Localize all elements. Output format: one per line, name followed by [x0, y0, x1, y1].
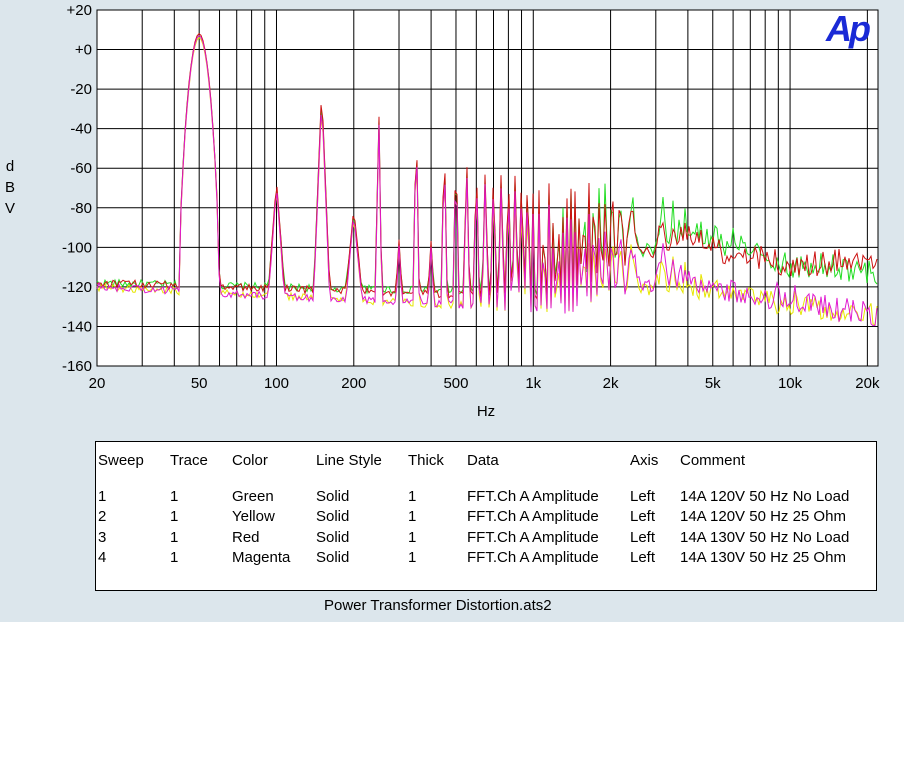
legend-cell: Solid: [316, 508, 350, 526]
x-axis-label: Hz: [477, 403, 495, 420]
legend-cell: Solid: [316, 528, 350, 546]
graph-panel: +20 +0 -20 -40 -60 -80 -100 -120 -140 -160 20 50 100…: [0, 0, 904, 622]
legend-cell: Left: [630, 549, 656, 567]
legend-header-row: Sweep Trace Color Line Style Thick Data …: [98, 450, 870, 470]
legend-header: Trace: [170, 451, 208, 469]
legend-cell: 14A 130V 50 Hz 25 Ohm: [680, 549, 846, 567]
legend-row: 4 1 Magenta Solid 1 FFT.Ch A Amplitude L…: [98, 548, 870, 569]
legend-cell: 3: [98, 528, 107, 546]
x-tick-label: 100: [264, 375, 289, 392]
y-tick-label: -140: [62, 318, 92, 335]
y-axis-label-d: d: [5, 158, 15, 175]
x-tick-label: 2k: [603, 375, 619, 392]
legend-table: Sweep Trace Color Line Style Thick Data …: [95, 441, 877, 591]
legend-cell: Solid: [316, 487, 350, 505]
x-tick-label: 5k: [705, 375, 721, 392]
x-tick-label: 20k: [855, 375, 880, 392]
file-name: Power Transformer Distortion.ats2: [324, 597, 552, 614]
legend-cell: 1: [170, 508, 179, 526]
y-tick-label: -40: [70, 121, 92, 138]
legend-cell: 1: [98, 487, 107, 505]
legend-cell: FFT.Ch A Amplitude: [467, 549, 599, 567]
series-line-magenta: [96, 35, 878, 327]
ap-logo: Ap: [826, 8, 871, 49]
legend-cell: 1: [408, 487, 417, 505]
x-tick-label: 20: [89, 375, 106, 392]
legend-cell: 4: [98, 549, 107, 567]
legend-cell: 1: [170, 549, 179, 567]
legend-header: Line Style: [316, 451, 382, 469]
legend-header: Data: [467, 451, 499, 469]
legend-cell: Magenta: [232, 549, 291, 567]
legend-header: Comment: [680, 451, 746, 469]
y-tick-label: -20: [70, 81, 92, 98]
legend-cell: Red: [232, 528, 260, 546]
legend-cell: FFT.Ch A Amplitude: [467, 487, 599, 505]
y-axis-label-b: B: [4, 179, 15, 196]
legend-cell: Solid: [316, 549, 350, 567]
legend-cell: Left: [630, 528, 656, 546]
plot-border: [96, 9, 879, 367]
legend-cell: Left: [630, 508, 656, 526]
y-axis-label-v: V: [4, 200, 15, 217]
x-tick-label: 50: [191, 375, 208, 392]
legend-row: 1 1 Green Solid 1 FFT.Ch A Amplitude Lef…: [98, 486, 870, 507]
y-tick-label: -120: [62, 279, 92, 296]
legend-row: 2 1 Yellow Solid 1 FFT.Ch A Amplitude Le…: [98, 507, 870, 528]
legend-cell: 1: [408, 528, 417, 546]
legend-header: Thick: [408, 451, 444, 469]
x-tick-label: 500: [443, 375, 468, 392]
legend-cell: 1: [408, 549, 417, 567]
legend-cell: 14A 120V 50 Hz No Load: [680, 487, 850, 505]
legend-cell: Left: [630, 487, 656, 505]
x-tick-label: 200: [341, 375, 366, 392]
y-tick-label: +20: [67, 2, 92, 19]
legend-cell: 1: [170, 487, 179, 505]
legend-header: Sweep: [98, 451, 144, 469]
y-axis-label: d B V: [4, 156, 16, 219]
legend-cell: 2: [98, 508, 107, 526]
x-tick-label: 1k: [525, 375, 541, 392]
legend-header: Axis: [630, 451, 659, 469]
legend-cell: Green: [232, 487, 274, 505]
legend-cell: 14A 130V 50 Hz No Load: [680, 528, 850, 546]
legend-cell: 1: [170, 528, 179, 546]
legend-cell: FFT.Ch A Amplitude: [467, 528, 599, 546]
y-tick-label: -160: [62, 358, 92, 375]
y-tick-label: -80: [70, 200, 92, 217]
y-tick-label: +0: [75, 42, 92, 59]
legend-cell: 1: [408, 508, 417, 526]
legend-row: 3 1 Red Solid 1 FFT.Ch A Amplitude Left …: [98, 527, 870, 548]
x-tick-label: 10k: [778, 375, 803, 392]
y-tick-label: -100: [62, 239, 92, 256]
legend-cell: 14A 120V 50 Hz 25 Ohm: [680, 508, 846, 526]
y-tick-label: -60: [70, 160, 92, 177]
legend-header: Color: [232, 451, 268, 469]
legend-cell: FFT.Ch A Amplitude: [467, 508, 599, 526]
legend-cell: Yellow: [232, 508, 275, 526]
plot-area: [97, 10, 878, 366]
